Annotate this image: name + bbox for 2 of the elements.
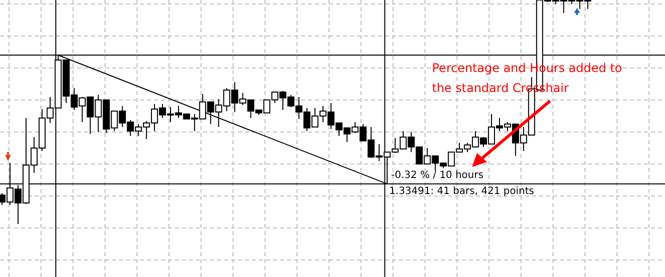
annotation: -0.32 % / 10 hours bbox=[391, 170, 484, 181]
annotation: 1.33491: 41 bars, 421 points bbox=[389, 186, 534, 197]
